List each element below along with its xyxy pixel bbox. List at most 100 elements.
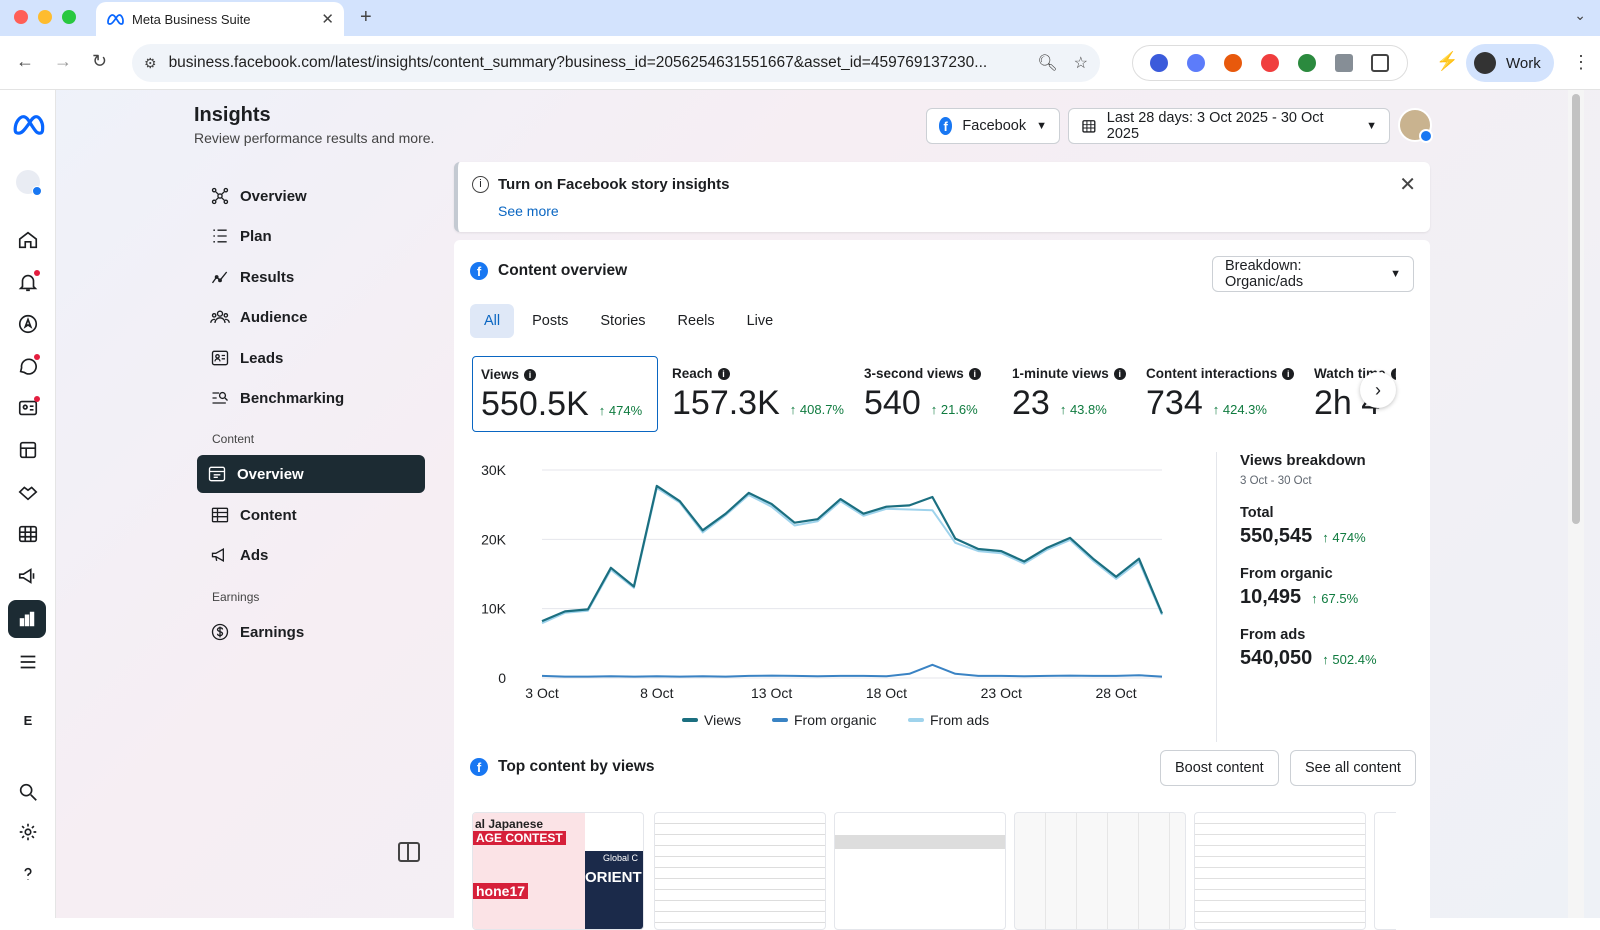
tab-live[interactable]: Live: [746, 313, 774, 329]
sidebar-item-ads[interactable]: Ads: [200, 536, 430, 574]
sidebar-item-plan[interactable]: Plan: [200, 217, 430, 255]
profile-button[interactable]: Work: [1466, 44, 1554, 82]
content-thumbnail[interactable]: [654, 812, 826, 930]
address-bar[interactable]: ⚙ business.facebook.com/latest/insights/…: [132, 44, 1100, 82]
platform-dropdown[interactable]: f Facebook ▼: [926, 108, 1060, 144]
sidebar-item-content[interactable]: Content: [200, 496, 430, 534]
sidebar-item-leads[interactable]: Leads: [200, 339, 430, 377]
metric-card-views[interactable]: Views i 550.5K ↑ 474%: [472, 356, 658, 432]
account-letter[interactable]: E: [23, 712, 33, 728]
metric-change: 474%: [608, 403, 643, 418]
extension-6-icon[interactable]: [1334, 54, 1353, 72]
breakdown-title: Views breakdown: [1240, 452, 1366, 469]
sidebar-item-content-overview[interactable]: Overview: [197, 455, 425, 493]
sidebar-item-results[interactable]: Results: [200, 258, 430, 296]
boost-content-button[interactable]: Boost content: [1160, 750, 1279, 786]
tab-all[interactable]: All: [470, 304, 515, 338]
plan-icon: [213, 229, 227, 243]
content-thumbnail[interactable]: al Japanese AGE CONTEST hone17 Global C …: [472, 812, 644, 930]
sidebar-item-benchmarking[interactable]: Benchmarking: [200, 379, 430, 417]
series-line-views: [541, 484, 1164, 623]
help-icon[interactable]: [16, 862, 40, 886]
performance-icon[interactable]: ⚡: [1436, 51, 1459, 71]
sidebar-item-earnings[interactable]: Earnings: [200, 613, 430, 651]
puzzle-extensions-icon[interactable]: [1371, 54, 1390, 72]
content-thumbnail[interactable]: [1194, 812, 1366, 930]
tab-stories[interactable]: Stories: [600, 313, 646, 329]
page-avatar[interactable]: [1398, 108, 1433, 143]
metric-label: Content interactions: [1146, 366, 1278, 381]
tab-search-icon[interactable]: ⌄: [1574, 7, 1586, 23]
meta-logo-icon[interactable]: [10, 112, 46, 136]
series-line-from-ads: [541, 487, 1163, 625]
bookmark-star-icon[interactable]: ☆: [1073, 55, 1088, 72]
metric-card-reach[interactable]: Reach i 157.3K ↑ 408.7%: [672, 366, 844, 422]
table-icon[interactable]: [16, 522, 40, 546]
compass-icon[interactable]: [16, 312, 40, 336]
info-icon[interactable]: i: [1113, 367, 1126, 380]
handshake-icon[interactable]: [16, 480, 40, 504]
megaphone-icon[interactable]: [16, 564, 40, 588]
info-icon[interactable]: i: [1282, 367, 1295, 380]
search-icon[interactable]: [16, 780, 40, 804]
contacts-icon[interactable]: [16, 396, 40, 420]
facebook-icon: f: [470, 262, 488, 280]
close-icon[interactable]: ✕: [1399, 174, 1416, 196]
see-more-link[interactable]: See more: [498, 203, 559, 219]
info-icon[interactable]: i: [717, 367, 730, 380]
extension-2-icon[interactable]: [1187, 54, 1206, 72]
info-icon[interactable]: i: [524, 368, 537, 381]
sidebar-item-audience[interactable]: Audience: [200, 298, 430, 336]
collapse-sidebar-icon[interactable]: [398, 842, 420, 862]
extension-5-icon[interactable]: [1297, 54, 1316, 72]
extension-3-icon[interactable]: [1224, 54, 1243, 72]
benchmarking-icon: [212, 391, 228, 404]
zoom-icon[interactable]: 🔍︎: [1037, 55, 1058, 72]
all-tools-menu-icon[interactable]: [16, 650, 40, 674]
content-thumbnail[interactable]: [1014, 812, 1186, 930]
back-button[interactable]: ←: [16, 51, 34, 71]
maximize-window-button[interactable]: [62, 10, 76, 24]
info-icon[interactable]: i: [968, 367, 981, 380]
metric-card-3-second-views[interactable]: 3-second views i 540 ↑ 21.6%: [856, 356, 1002, 432]
page-scrollbar[interactable]: [1568, 90, 1584, 918]
close-window-button[interactable]: [14, 10, 28, 24]
metric-change: 21.6%: [940, 402, 978, 417]
forward-button[interactable]: →: [54, 51, 72, 71]
site-info-icon[interactable]: ⚙: [144, 54, 157, 71]
content-thumbnail[interactable]: [1374, 812, 1396, 930]
close-tab-icon[interactable]: ✕: [321, 11, 334, 28]
see-all-content-button[interactable]: See all content: [1290, 750, 1416, 786]
minimize-window-button[interactable]: [38, 10, 52, 24]
page-subtitle: Review performance results and more.: [194, 130, 435, 146]
thumbnail-text: hone17: [473, 883, 529, 899]
sidebar-item-overview[interactable]: Overview: [200, 177, 430, 215]
scrollbar-thumb[interactable]: [1572, 94, 1580, 524]
reload-button[interactable]: ↻: [92, 51, 108, 71]
metrics-next-chevron-icon[interactable]: ›: [1360, 372, 1396, 408]
overview-icon: [211, 187, 229, 205]
tab-reels[interactable]: Reels: [677, 313, 715, 329]
metric-card-1-minute-views[interactable]: 1-minute views i 23 ↑ 43.8%: [1004, 356, 1138, 432]
extension-4-icon[interactable]: [1260, 54, 1279, 72]
info-icon[interactable]: i: [1390, 367, 1396, 380]
insights-icon[interactable]: [8, 600, 46, 638]
inbox-icon[interactable]: [16, 354, 40, 378]
thumbnail-text: al Japanese: [475, 817, 544, 831]
posts-icon[interactable]: [16, 438, 40, 462]
content-thumbnail[interactable]: [834, 812, 1006, 930]
extension-1-icon[interactable]: [1150, 54, 1169, 72]
date-range-dropdown[interactable]: Last 28 days: 3 Oct 2025 - 30 Oct 2025 ▼: [1068, 108, 1390, 144]
metric-card-content-interactions[interactable]: Content interactions i 734 ↑ 424.3%: [1138, 356, 1308, 432]
breakdown-ads-change: 502.4%: [1332, 652, 1377, 667]
new-tab-button[interactable]: +: [360, 6, 372, 28]
browser-tab[interactable]: Meta Business Suite ✕: [96, 2, 344, 36]
tab-posts[interactable]: Posts: [532, 313, 569, 329]
account-avatar[interactable]: [16, 170, 42, 196]
breakdown-dropdown[interactable]: Breakdown: Organic/ads ▼: [1212, 256, 1414, 292]
browser-menu-icon[interactable]: ⋮: [1572, 52, 1590, 72]
notifications-icon[interactable]: [16, 270, 40, 294]
settings-gear-icon[interactable]: [16, 820, 40, 844]
home-icon[interactable]: [16, 228, 40, 252]
sidebar-item-label: Plan: [240, 227, 272, 245]
